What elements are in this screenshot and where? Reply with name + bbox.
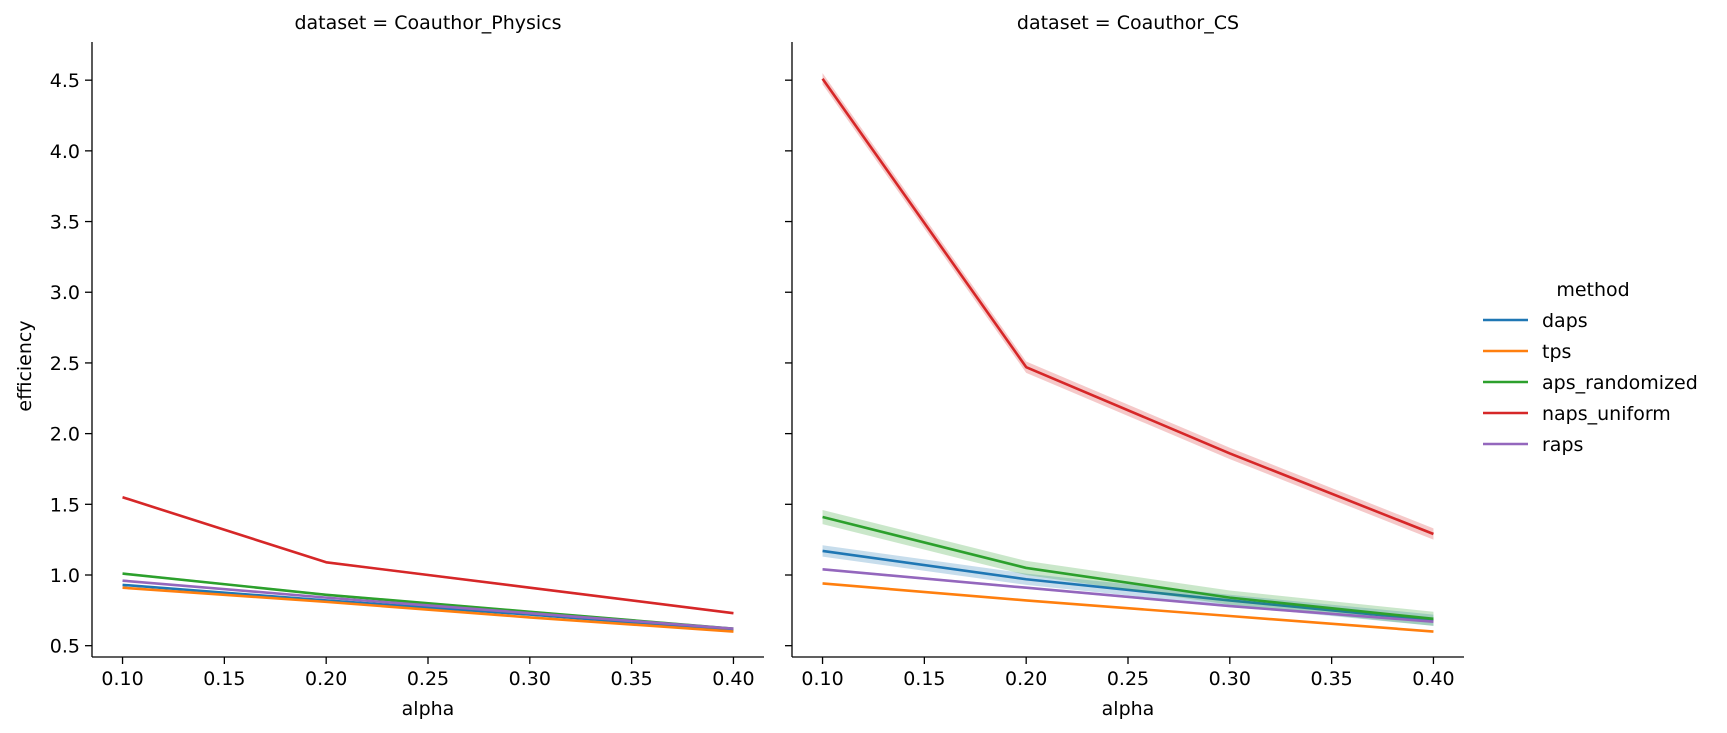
x-axis-label: alpha bbox=[402, 698, 455, 720]
legend-label-tps: tps bbox=[1542, 341, 1571, 363]
ci-band-aps_randomized bbox=[822, 509, 1434, 626]
x-tick-label: 0.25 bbox=[407, 668, 449, 690]
legend-label-raps: raps bbox=[1542, 434, 1583, 456]
x-tick-label: 0.20 bbox=[1005, 668, 1047, 690]
y-tick-label: 1.0 bbox=[50, 565, 80, 587]
series-line-tps bbox=[122, 586, 734, 633]
x-axis-label: alpha bbox=[1102, 698, 1155, 720]
panel-title: dataset = Coauthor_Physics bbox=[294, 12, 561, 34]
series-line-tps bbox=[822, 582, 1434, 633]
series-line-aps_randomized bbox=[822, 515, 1434, 621]
x-tick-label: 0.25 bbox=[1107, 668, 1149, 690]
y-tick-label: 1.5 bbox=[50, 494, 80, 516]
series-line-naps_uniform bbox=[122, 496, 734, 615]
panel-2: dataset = Coauthor_CS 0.10 0.15 0.20 0.25 0.3… bbox=[785, 12, 1464, 720]
y-tick-label: 3.5 bbox=[50, 212, 80, 234]
legend-title: method bbox=[1556, 279, 1629, 301]
ci-band-naps_uniform bbox=[122, 496, 734, 615]
x-tick-label: 0.30 bbox=[509, 668, 551, 690]
y-tick-label: 0.5 bbox=[50, 636, 80, 658]
x-tick-label: 0.40 bbox=[1412, 668, 1454, 690]
series-line-daps bbox=[822, 549, 1434, 622]
x-tick-label: 0.15 bbox=[203, 668, 245, 690]
x-tick-label: 0.20 bbox=[305, 668, 347, 690]
x-tick-label: 0.15 bbox=[903, 668, 945, 690]
panels: dataset = Coauthor_Physics 0.5 1.0 1.5 2.0 2.… bbox=[50, 12, 1464, 720]
y-tick-label: 4.5 bbox=[50, 70, 80, 92]
x-tick-label: 0.30 bbox=[1209, 668, 1251, 690]
y-tick-label: 3.0 bbox=[50, 282, 80, 304]
legend-label-daps: daps bbox=[1542, 310, 1588, 332]
series-line-naps_uniform bbox=[821, 78, 1434, 536]
x-tick-label: 0.35 bbox=[610, 668, 652, 690]
x-tick-label: 0.10 bbox=[101, 668, 143, 690]
series-line-raps bbox=[822, 568, 1434, 623]
legend-label-aps_randomized: aps_randomized bbox=[1542, 372, 1698, 394]
y-tick-label: 2.0 bbox=[50, 424, 80, 446]
legend-label-naps_uniform: naps_uniform bbox=[1542, 403, 1671, 425]
panel-title: dataset = Coauthor_CS bbox=[1017, 12, 1239, 34]
y-tick-label: 2.5 bbox=[50, 353, 80, 375]
y-tick-label: 4.0 bbox=[50, 141, 80, 163]
series-line-raps bbox=[122, 579, 734, 631]
panel-1: dataset = Coauthor_Physics 0.5 1.0 1.5 2.0 2.… bbox=[50, 12, 764, 720]
legend: method daps tps aps_randomized naps_uniform… bbox=[1483, 279, 1698, 456]
x-tick-label: 0.35 bbox=[1310, 668, 1352, 690]
x-tick-label: 0.10 bbox=[801, 668, 843, 690]
ci-band-naps_uniform bbox=[822, 73, 1434, 540]
y-axis-label: efficiency bbox=[14, 320, 36, 411]
x-tick-label: 0.40 bbox=[712, 668, 754, 690]
series-line-daps bbox=[122, 583, 734, 632]
